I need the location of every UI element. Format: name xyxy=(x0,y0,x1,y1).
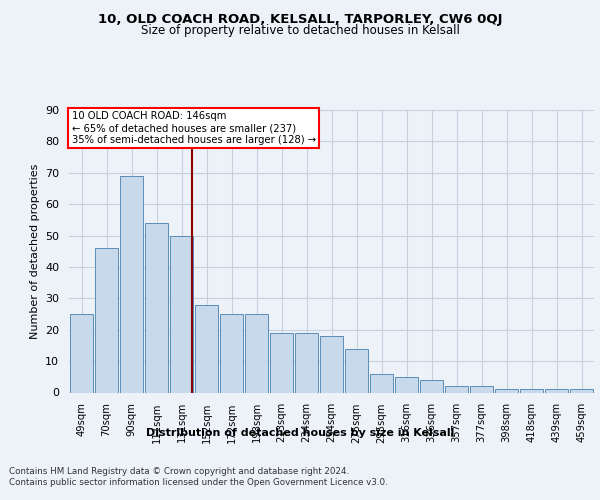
Bar xyxy=(145,223,169,392)
Bar xyxy=(245,314,268,392)
Bar xyxy=(119,176,143,392)
Bar xyxy=(395,377,418,392)
Bar xyxy=(194,304,218,392)
Text: Contains HM Land Registry data © Crown copyright and database right 2024.
Contai: Contains HM Land Registry data © Crown c… xyxy=(9,468,388,487)
Bar xyxy=(269,333,293,392)
Bar xyxy=(470,386,493,392)
Bar xyxy=(520,390,544,392)
Text: Size of property relative to detached houses in Kelsall: Size of property relative to detached ho… xyxy=(140,24,460,37)
Bar xyxy=(320,336,343,392)
Bar xyxy=(419,380,443,392)
Bar xyxy=(70,314,94,392)
Bar xyxy=(344,348,368,393)
Text: Distribution of detached houses by size in Kelsall: Distribution of detached houses by size … xyxy=(146,428,454,438)
Bar xyxy=(445,386,469,392)
Text: 10, OLD COACH ROAD, KELSALL, TARPORLEY, CW6 0QJ: 10, OLD COACH ROAD, KELSALL, TARPORLEY, … xyxy=(98,12,502,26)
Bar xyxy=(569,390,593,392)
Text: 10 OLD COACH ROAD: 146sqm
← 65% of detached houses are smaller (237)
35% of semi: 10 OLD COACH ROAD: 146sqm ← 65% of detac… xyxy=(71,112,316,144)
Bar xyxy=(370,374,394,392)
Bar xyxy=(295,333,319,392)
Bar xyxy=(494,390,518,392)
Bar xyxy=(220,314,244,392)
Bar xyxy=(95,248,118,392)
Y-axis label: Number of detached properties: Number of detached properties xyxy=(29,164,40,339)
Bar xyxy=(545,390,568,392)
Bar xyxy=(170,236,193,392)
